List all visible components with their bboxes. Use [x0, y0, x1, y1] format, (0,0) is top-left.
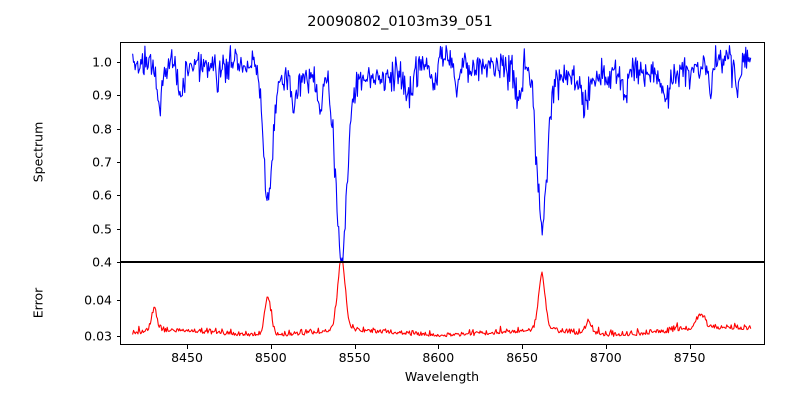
- error-trace: [132, 263, 752, 338]
- spectrum-y-tick-mark: [116, 62, 120, 63]
- x-tick-mark: [522, 345, 524, 349]
- spectrum-y-tick-label: 0.6: [92, 187, 112, 203]
- spectrum-y-tick-mark: [116, 228, 120, 230]
- error-y-tick-mark: [116, 336, 120, 337]
- error-plot-area: [120, 262, 765, 345]
- spectrum-y-tick-label: 0.5: [92, 221, 112, 237]
- spectrum-y-tick-mark: [116, 162, 120, 163]
- error-y-tick-label: 0.04: [84, 292, 112, 308]
- x-tick-mark: [354, 345, 356, 349]
- spectrum-y-tick-label: 0.9: [92, 87, 112, 103]
- spectrum-y-tick-label: 0.8: [92, 121, 112, 137]
- x-tick-label: 8650: [506, 350, 538, 365]
- x-tick-label: 8550: [338, 350, 371, 365]
- spectrum-y-tick-mark: [116, 195, 120, 197]
- spectrum-trace: [132, 45, 752, 261]
- x-tick-mark: [438, 345, 440, 349]
- spectrum-line-series: [132, 45, 752, 261]
- spectrum-y-tick-mark: [116, 262, 120, 263]
- spectrum-y-tick-mark: [116, 95, 120, 97]
- error-line-series: [132, 263, 752, 338]
- x-tick-mark: [605, 345, 607, 349]
- error-y-axis-label: Error: [30, 287, 46, 319]
- spectrum-y-tick-label: 1.0: [92, 54, 112, 70]
- spectrum-y-tick-label: 0.7: [92, 154, 112, 170]
- page-title: 20090802_0103m39_051: [307, 14, 493, 30]
- x-tick-label: 8700: [589, 350, 622, 365]
- x-tick-label: 8450: [171, 350, 203, 365]
- spectrum-plot-area: [120, 42, 765, 262]
- error-y-tick-label: 0.03: [84, 328, 112, 344]
- x-axis-label: Wavelength: [404, 369, 480, 384]
- spectrum-y-axis-label: Spectrum: [30, 121, 46, 183]
- x-tick-label: 8750: [673, 350, 706, 365]
- spectrum-y-tick-mark: [116, 128, 120, 130]
- error-y-tick-mark: [116, 299, 120, 301]
- x-tick-mark: [689, 345, 691, 349]
- x-tick-label: 8500: [254, 350, 287, 365]
- spectrum-y-tick-label: 0.4: [92, 254, 112, 270]
- x-tick-label: 8600: [422, 350, 455, 365]
- x-tick-mark: [187, 345, 188, 349]
- x-tick-mark: [270, 345, 272, 349]
